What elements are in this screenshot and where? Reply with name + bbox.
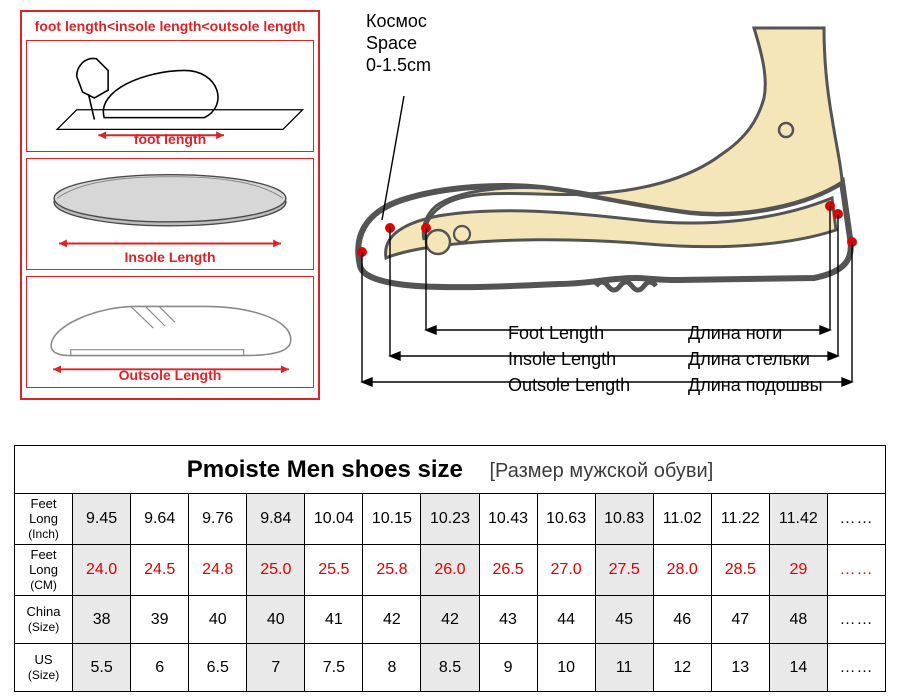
outsole-length-label: Outsole Length [27,367,313,383]
foot-length-mini: foot length [26,40,314,152]
size-cell: 25.8 [363,545,421,596]
size-cell: 26.0 [421,545,479,596]
toe-space-label: Космос Space 0-1.5cm [366,10,431,76]
space-en: Space [366,32,431,54]
foot-length-label: foot length [27,131,313,147]
size-cell: 11 [595,644,653,692]
size-cell: 28.0 [653,545,711,596]
size-cell: 9.76 [189,494,247,545]
size-cell: 14 [769,644,827,692]
shoe-cross-section: Космос Space 0-1.5cm [338,10,883,408]
size-cell: 41 [305,596,363,644]
size-cell: 10.63 [537,494,595,545]
outsole-length-en: Outsole Length [508,372,688,398]
table-row: Feet Long(Inch)9.459.649.769.8410.0410.1… [15,494,886,545]
outsole-length-mini: Outsole Length [26,276,314,388]
size-cell: 10.83 [595,494,653,545]
row-header: Feet Long(Inch) [15,494,73,545]
size-cell: 11.22 [711,494,769,545]
space-val: 0-1.5cm [366,54,431,76]
size-cell: 7.5 [305,644,363,692]
size-cell: 29 [769,545,827,596]
size-cell: 42 [421,596,479,644]
size-cell: 40 [189,596,247,644]
size-cell: 25.5 [305,545,363,596]
size-cell: 43 [479,596,537,644]
dimension-labels: Foot Length Длина ноги Insole Length Дли… [508,320,823,398]
row-header: US(Size) [15,644,73,692]
size-cell: 6.5 [189,644,247,692]
size-cell: 10 [537,644,595,692]
size-cell: …… [827,596,885,644]
size-cell: 9.84 [247,494,305,545]
size-cell: 45 [595,596,653,644]
row-header: China(Size) [15,596,73,644]
size-cell: 39 [131,596,189,644]
size-cell: 40 [247,596,305,644]
size-cell: 44 [537,596,595,644]
size-cell: 10.04 [305,494,363,545]
size-cell: 48 [769,596,827,644]
size-chart: Pmoiste Men shoes size [Размер мужской о… [14,445,886,692]
space-ru: Космос [366,10,431,32]
size-cell: 38 [73,596,131,644]
outsole-length-ru: Длина подошвы [688,372,823,398]
size-cell: 27.5 [595,545,653,596]
measurement-guide-box: foot length<insole length<outsole length… [20,10,320,400]
size-cell: …… [827,644,885,692]
size-table: Pmoiste Men shoes size [Размер мужской о… [14,445,886,692]
size-cell: …… [827,494,885,545]
size-cell: 9.64 [131,494,189,545]
size-cell: 26.5 [479,545,537,596]
length-inequality-header: foot length<insole length<outsole length [26,16,314,40]
foot-length-en: Foot Length [508,320,688,346]
size-cell: 9 [479,644,537,692]
insole-length-mini: Insole Length [26,158,314,270]
size-cell: 25.0 [247,545,305,596]
table-row: China(Size)38394040414242434445464748…… [15,596,886,644]
size-cell: …… [827,545,885,596]
size-cell: 13 [711,644,769,692]
row-header: Feet Long(CM) [15,545,73,596]
size-cell: 8 [363,644,421,692]
size-cell: 47 [711,596,769,644]
size-cell: 12 [653,644,711,692]
size-cell: 10.23 [421,494,479,545]
size-cell: 7 [247,644,305,692]
size-cell: 11.42 [769,494,827,545]
size-cell: 10.43 [479,494,537,545]
size-cell: 10.15 [363,494,421,545]
size-cell: 28.5 [711,545,769,596]
table-row: Feet Long(CM)24.024.524.825.025.525.826.… [15,545,886,596]
table-title-row: Pmoiste Men shoes size [Размер мужской о… [15,446,886,494]
foot-length-ru: Длина ноги [688,320,782,346]
size-cell: 5.5 [73,644,131,692]
size-cell: 42 [363,596,421,644]
size-cell: 24.8 [189,545,247,596]
insole-length-en: Insole Length [508,346,688,372]
size-cell: 8.5 [421,644,479,692]
size-cell: 6 [131,644,189,692]
table-title: Pmoiste Men shoes size [187,456,463,483]
table-title-ru: [Размер мужской обуви] [490,460,714,482]
size-cell: 24.5 [131,545,189,596]
size-cell: 9.45 [73,494,131,545]
table-row: US(Size)5.566.577.588.591011121314…… [15,644,886,692]
size-cell: 11.02 [653,494,711,545]
size-cell: 24.0 [73,545,131,596]
size-cell: 27.0 [537,545,595,596]
insole-length-ru: Длина стельки [688,346,810,372]
insole-length-label: Insole Length [27,249,313,265]
size-cell: 46 [653,596,711,644]
diagram-area: foot length<insole length<outsole length… [0,0,900,430]
